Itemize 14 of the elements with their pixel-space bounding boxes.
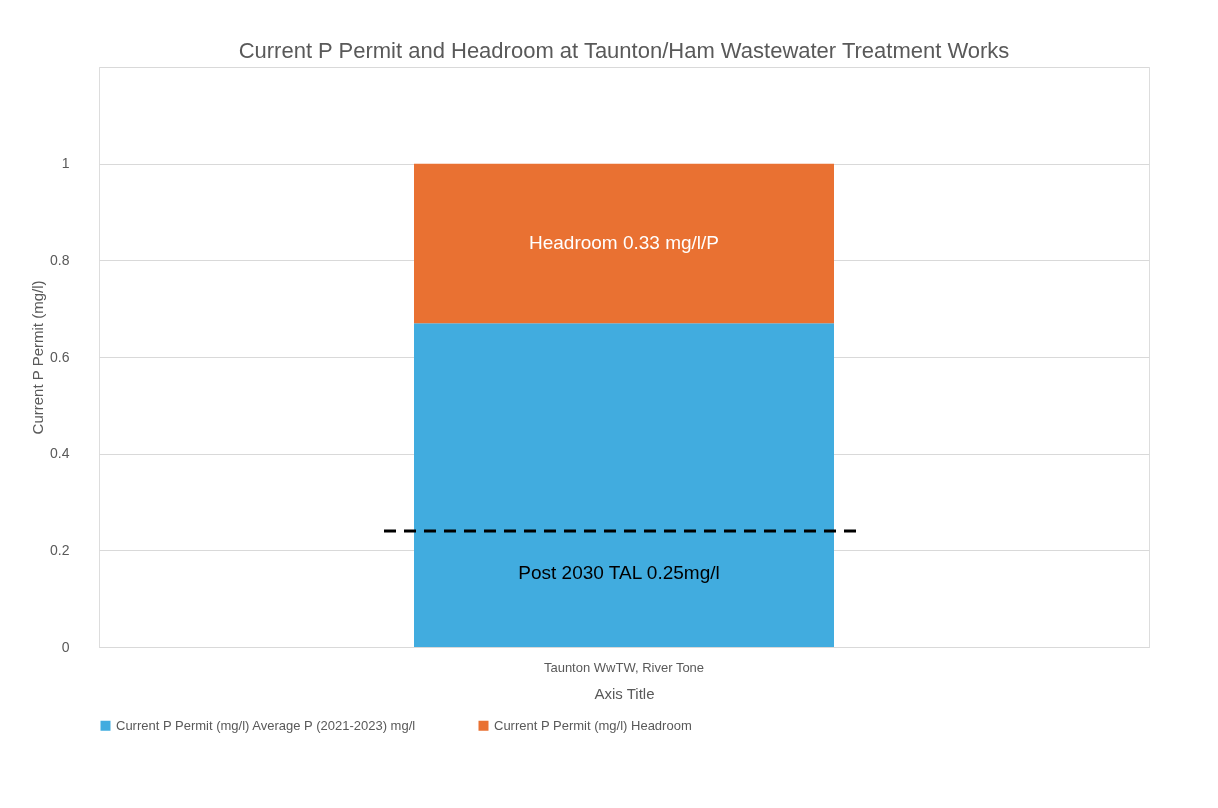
legend-label: Current P Permit (mg/l) Average P (2021-2023) mg/l (116, 717, 416, 733)
ref-line-label: Post 2030 TAL 0.25mg/l (518, 562, 720, 583)
y-tick-label: 0.6 (50, 348, 70, 365)
data-label: Headroom 0.33 mg/l/P (528, 232, 720, 254)
chart-title: Current P Permit and Headroom at Taunton/Ham Wastewater Treatment Works (238, 38, 1010, 63)
y-tick-label: 0.4 (50, 445, 70, 462)
x-axis-title: Axis Title (594, 684, 655, 702)
legend-label: Current P Permit (mg/l) Headroom (494, 717, 692, 733)
y-tick-label: 1 (61, 155, 70, 172)
y-tick-label: 0 (61, 638, 70, 655)
y-axis-title: Current P Permit (mg/l) (29, 280, 47, 435)
y-tick-label: 0.8 (50, 251, 70, 268)
x-tick-label: Taunton WwTW, River Tone (543, 659, 705, 675)
y-tick-label: 0.2 (50, 541, 70, 558)
